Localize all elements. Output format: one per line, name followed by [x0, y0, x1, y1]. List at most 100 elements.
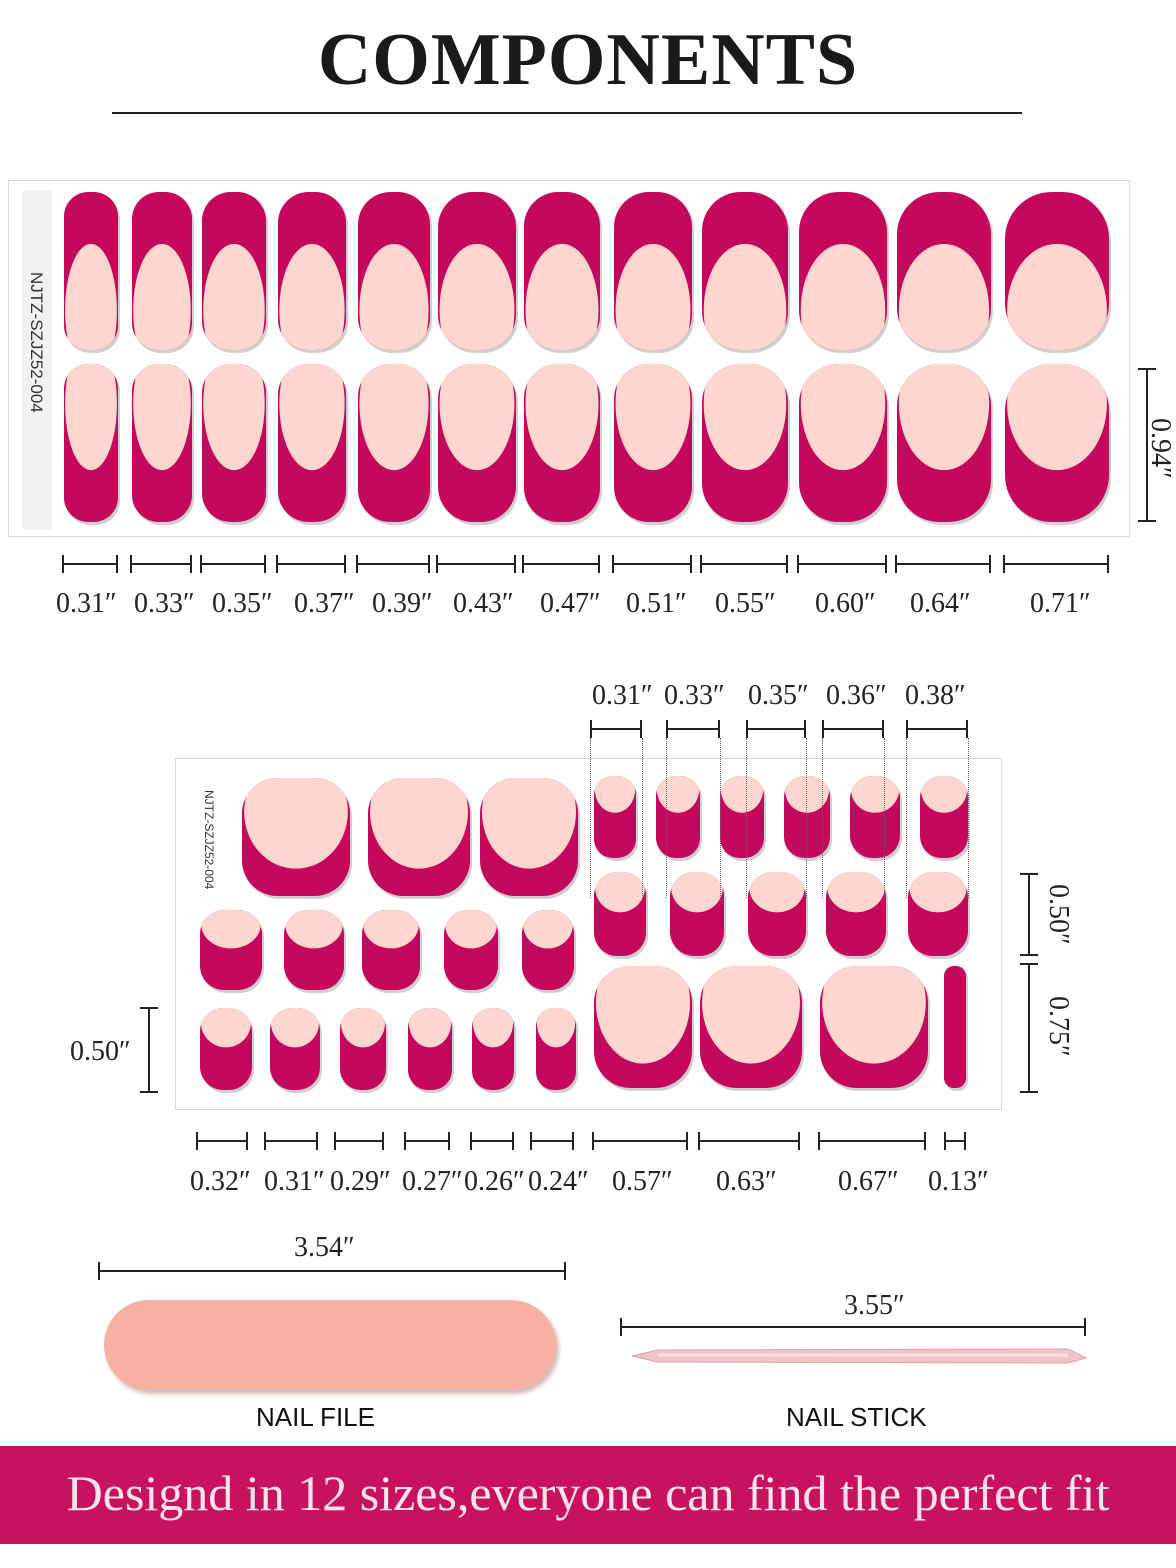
toenail-bottom-width-label-9: 0.67″: [838, 1166, 899, 1197]
toenail-middle-1: [200, 910, 264, 993]
toenail-left-height-label: 0.50″: [70, 1036, 131, 1067]
bottom-banner: Designd in 12 sizes,everyone can find th…: [0, 1446, 1176, 1544]
toenail-large-bottom-1: [594, 966, 694, 1091]
fingernail-bottom-1: [64, 364, 120, 525]
fingernail-width-ruler-4: [276, 555, 346, 573]
nail-stick-length-ruler: [620, 1318, 1086, 1336]
fingernail-bottom-4: [278, 364, 348, 525]
banner-text: Designd in 12 sizes,everyone can find th…: [66, 1465, 1110, 1521]
toenail-top-width-label-4: 0.36″: [826, 680, 887, 711]
fingernail-top-6: [438, 192, 518, 353]
toenail-bottom-width-ruler-4: [404, 1132, 450, 1150]
fingernail-top-10: [799, 192, 889, 353]
toenail-row2-2: [670, 872, 726, 959]
fingernail-bottom-6: [438, 364, 518, 525]
toenail-bottom-width-label-1: 0.32″: [190, 1166, 251, 1197]
toenail-small-1: [200, 1008, 254, 1093]
toenail-large-top-2: [368, 778, 472, 899]
toenail-middle-3: [362, 910, 422, 993]
toenail-bottom-width-ruler-3: [334, 1132, 384, 1150]
fingernail-width-ruler-9: [700, 555, 788, 573]
title-divider: [112, 112, 1022, 114]
toenail-row2-5: [908, 872, 970, 959]
toenail-right-height-label-large: 0.75″: [1043, 996, 1074, 1057]
toenail-small-2: [270, 1008, 322, 1093]
nail-file-label: NAIL FILE: [256, 1402, 375, 1432]
toenail-top-width-ruler-5: [906, 720, 968, 738]
toenail-top-width-label-2: 0.33″: [664, 680, 725, 711]
toenail-right-height-label-small: 0.50″: [1043, 884, 1074, 945]
toenail-guide-line: [720, 738, 721, 898]
fingernail-top-5: [358, 192, 432, 353]
toenail-row2-3: [748, 872, 808, 959]
toenail-bottom-width-ruler-6: [530, 1132, 574, 1150]
toenail-bottom-width-ruler-2: [264, 1132, 318, 1150]
toenail-row2-1: [594, 872, 648, 959]
fingernail-width-ruler-11: [895, 555, 991, 573]
toenail-guide-line: [806, 738, 807, 898]
fingernail-width-label-1: 0.31″: [56, 588, 117, 619]
toenail-bottom-width-label-5: 0.26″: [464, 1166, 525, 1197]
toenail-bottom-width-label-6: 0.24″: [528, 1166, 589, 1197]
toenail-upper-6: [920, 776, 970, 861]
toenail-bottom-width-label-4: 0.27″: [402, 1166, 463, 1197]
page-title: COMPONENTS: [317, 19, 859, 101]
nail-stick-label: NAIL STICK: [786, 1402, 927, 1432]
toenail-top-width-ruler-1: [590, 720, 642, 738]
fingernail-top-1: [64, 192, 120, 353]
fingernail-top-4: [278, 192, 348, 353]
toenail-top-width-label-1: 0.31″: [592, 680, 653, 711]
toenail-upper-4: [784, 776, 832, 861]
fingernail-sheet-tag: [22, 190, 52, 530]
toenail-small-5: [472, 1008, 516, 1093]
toenail-bottom-width-ruler-9: [818, 1132, 926, 1150]
fingernail-bottom-2: [132, 364, 194, 525]
fingernail-width-label-4: 0.37″: [294, 588, 355, 619]
toenail-large-top-1: [242, 778, 352, 899]
toenail-small-6: [536, 1008, 578, 1093]
toenail-top-width-ruler-3: [746, 720, 806, 738]
fingernail-width-ruler-3: [200, 555, 266, 573]
toenail-small-3: [340, 1008, 388, 1093]
fingernail-width-ruler-1: [62, 555, 118, 573]
fingernail-bottom-12: [1005, 364, 1111, 525]
fingernail-top-11: [897, 192, 993, 353]
toenail-guide-line: [590, 738, 591, 898]
fingernail-width-label-7: 0.47″: [540, 588, 601, 619]
toenail-bottom-width-ruler-1: [196, 1132, 248, 1150]
fingernail-top-9: [702, 192, 790, 353]
nail-file-length-label: 3.54″: [294, 1232, 355, 1263]
toenail-guide-line: [746, 738, 747, 898]
toenail-top-width-ruler-2: [666, 720, 720, 738]
toenail-row2-4: [826, 872, 888, 959]
toenail-bottom-width-label-10: 0.13″: [928, 1166, 989, 1197]
toenail-large-top-3: [480, 778, 580, 899]
toenail-large-bottom-3: [820, 966, 930, 1091]
toenail-bottom-width-ruler-8: [698, 1132, 800, 1150]
fingernail-bottom-9: [702, 364, 790, 525]
toenail-bottom-width-label-3: 0.29″: [330, 1166, 391, 1197]
fingernail-width-ruler-5: [356, 555, 430, 573]
fingernail-bottom-5: [358, 364, 432, 525]
nail-stick-image: [631, 1348, 1088, 1364]
fingernail-set: [64, 192, 1111, 525]
toenail-bottom-width-label-2: 0.31″: [264, 1166, 325, 1197]
toenail-set: [200, 776, 970, 1093]
toenail-top-width-label-5: 0.38″: [905, 680, 966, 711]
toenail-guide-line: [884, 738, 885, 898]
toenail-middle-2: [284, 910, 346, 993]
fingernail-bottom-11: [897, 364, 993, 525]
fingernail-height-ruler: [1138, 368, 1156, 522]
toenail-upper-1: [594, 776, 638, 861]
toenail-top-width-label-3: 0.35″: [748, 680, 809, 711]
toenail-guide-line: [642, 738, 643, 898]
toenail-strip: [944, 966, 968, 1091]
fingernail-width-label-9: 0.55″: [715, 588, 776, 619]
toenail-middle-5: [522, 910, 576, 993]
fingernail-width-ruler-8: [612, 555, 692, 573]
toenail-right-height-ruler-large: [1020, 963, 1038, 1093]
fingernail-bottom-3: [202, 364, 268, 525]
toenail-top-width-ruler-4: [822, 720, 884, 738]
toenail-guide-line: [968, 738, 969, 898]
fingernail-top-3: [202, 192, 268, 353]
